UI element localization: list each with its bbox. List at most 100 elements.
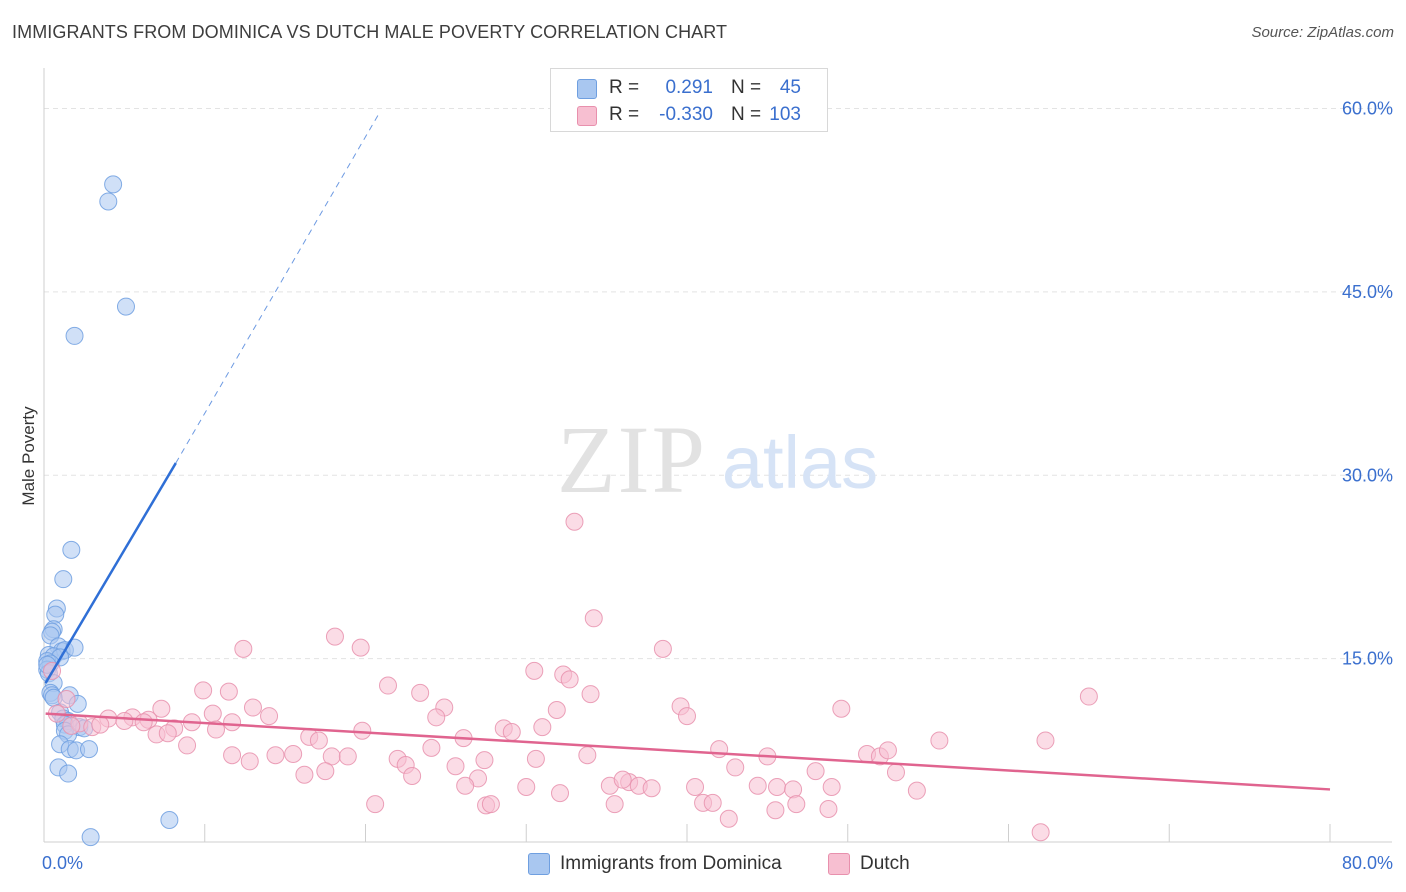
- legend-swatch-dominica: [577, 79, 597, 99]
- x-tick-label: 0.0%: [42, 853, 83, 873]
- point-dutch: [748, 776, 767, 795]
- point-dominica: [62, 540, 81, 559]
- chart-source: Source: ZipAtlas.com: [1251, 24, 1394, 41]
- point-dutch: [719, 809, 738, 828]
- point-dutch: [533, 718, 552, 737]
- point-dutch: [260, 707, 279, 726]
- point-dutch: [158, 724, 177, 743]
- point-dutch: [266, 746, 285, 765]
- point-dutch: [178, 736, 197, 755]
- legend-row-dominica: R = 0.291 N = 45: [551, 74, 827, 100]
- y-axis-label: Male Poverty: [19, 406, 38, 506]
- point-dutch: [878, 741, 897, 760]
- point-dutch: [584, 609, 603, 628]
- trend-lines: [44, 114, 1331, 791]
- point-dutch: [475, 751, 494, 770]
- point-dutch: [62, 716, 81, 735]
- point-dutch: [219, 682, 238, 701]
- y-tick-label: 30.0%: [1342, 465, 1393, 485]
- point-dutch: [525, 661, 544, 680]
- point-dutch: [203, 704, 222, 723]
- point-dutch: [422, 738, 441, 757]
- point-dutch: [1031, 823, 1050, 842]
- point-dominica: [81, 828, 100, 847]
- point-dutch: [832, 699, 851, 718]
- legend-swatch-dutch: [577, 106, 597, 126]
- point-dutch: [57, 689, 76, 708]
- watermark-zip: ZIP: [557, 406, 707, 513]
- trend-line-dominica: [44, 462, 177, 684]
- bottom-legend-label-dutch: Dutch: [860, 853, 910, 874]
- bottom-legend-swatch-dominica: [528, 853, 550, 875]
- point-dutch: [930, 731, 949, 750]
- point-dutch: [152, 699, 171, 718]
- point-dutch: [784, 780, 803, 799]
- point-dominica: [160, 810, 179, 829]
- point-dominica: [99, 192, 118, 211]
- legend-n-value: 45: [779, 77, 801, 98]
- point-dutch: [822, 777, 841, 796]
- point-dutch: [351, 638, 370, 657]
- point-dominica: [80, 740, 99, 759]
- point-dutch: [686, 777, 705, 796]
- point-dutch: [578, 746, 597, 765]
- point-dutch: [284, 744, 303, 763]
- point-dutch: [710, 740, 729, 759]
- y-tick-label: 60.0%: [1342, 99, 1393, 119]
- x-tick-label: 80.0%: [1342, 853, 1393, 873]
- point-dutch: [194, 681, 213, 700]
- point-dutch: [115, 711, 134, 730]
- point-dutch: [325, 627, 344, 646]
- point-dutch: [653, 639, 672, 658]
- point-dutch: [91, 715, 110, 734]
- point-dutch: [427, 708, 446, 727]
- bottom-legend-swatch-dutch: [828, 853, 850, 875]
- point-dutch: [295, 765, 314, 784]
- point-dutch: [581, 685, 600, 704]
- point-dutch: [819, 799, 838, 818]
- legend-row-dutch: R = -0.330 N = 103: [551, 101, 827, 127]
- y-tick-label: 45.0%: [1342, 282, 1393, 302]
- point-dutch: [223, 746, 242, 765]
- legend-n-value: 103: [769, 104, 801, 125]
- point-dutch: [678, 707, 696, 726]
- point-dutch: [726, 758, 745, 777]
- legend-r-value: 0.291: [665, 77, 713, 98]
- point-dutch: [207, 720, 226, 739]
- point-dominica: [104, 175, 123, 194]
- point-dominica: [59, 764, 78, 783]
- point-dutch: [309, 731, 328, 750]
- point-dutch: [243, 698, 262, 717]
- tick-labels: 15.0% 30.0% 45.0% 60.0% 0.0% 80.0%: [42, 99, 1393, 873]
- point-dominica: [65, 326, 84, 345]
- legend-r-label: R =: [609, 104, 640, 125]
- point-dutch: [411, 683, 430, 702]
- point-dutch: [446, 757, 465, 776]
- point-dutch: [806, 762, 825, 781]
- point-dutch: [565, 512, 584, 531]
- point-dutch: [766, 801, 785, 820]
- point-dominica: [116, 297, 135, 316]
- point-dutch: [787, 795, 806, 814]
- point-dutch: [517, 777, 536, 796]
- point-dutch: [547, 700, 566, 719]
- point-dutch: [338, 747, 357, 766]
- point-dutch: [316, 762, 335, 781]
- grid-lines: [44, 108, 1392, 660]
- trend-line-dutch: [45, 712, 1331, 791]
- point-dutch: [223, 713, 242, 732]
- axes: [43, 68, 1392, 843]
- point-dutch: [481, 795, 500, 814]
- point-dutch: [134, 713, 153, 732]
- point-dutch: [1079, 687, 1098, 706]
- point-dutch: [502, 722, 521, 741]
- legend-r-value: -0.330: [659, 104, 713, 125]
- point-dutch: [768, 777, 787, 796]
- point-dutch: [379, 676, 398, 695]
- point-dutch: [613, 770, 632, 789]
- legend-r-label: R =: [609, 77, 640, 98]
- bottom-legend-label-dominica: Immigrants from Dominica: [560, 853, 782, 874]
- point-dutch: [605, 795, 624, 814]
- point-dutch: [703, 793, 722, 812]
